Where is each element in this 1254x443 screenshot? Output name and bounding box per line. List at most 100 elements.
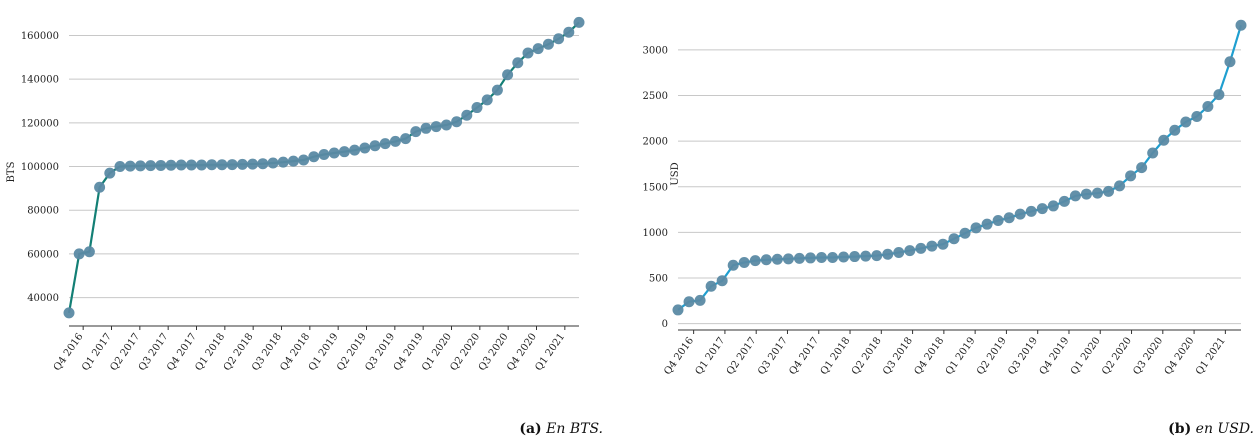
data-point [451,116,463,128]
data-point [683,296,695,308]
x-tick-label: Q4 2016 [662,335,696,377]
data-point [491,84,503,96]
data-point [247,158,259,170]
data-point [359,142,371,154]
data-point [705,280,717,292]
x-tick-label: Q1 2017 [694,335,728,377]
data-point [948,233,960,245]
x-tick-label: Q1 2020 [1069,335,1103,377]
data-point [816,251,828,263]
data-point [1003,212,1015,224]
data-point [216,159,228,171]
y-tick-label: 60000 [27,249,59,260]
x-tick-label: Q1 2021 [1194,335,1228,377]
data-point [512,57,524,69]
y-tick-label: 80000 [27,206,59,217]
y-tick-label: 500 [649,274,668,285]
x-tick-label: Q3 2017 [756,335,790,377]
x-tick-label: Q1 2019 [944,335,978,377]
data-point [196,159,208,171]
data-point [1047,200,1059,212]
data-point [1058,195,1070,207]
y-axis-label: BTS [6,161,17,182]
data-point [1169,124,1181,136]
data-point [114,161,126,173]
data-point [349,144,361,156]
data-point [440,119,452,131]
data-point [410,126,422,138]
data-point [672,304,684,316]
data-point [481,94,493,106]
y-tick-label: 1500 [643,182,668,193]
y-tick-label: 40000 [27,293,59,304]
data-point [63,307,75,319]
data-point [471,102,483,114]
y-tick-label: 100000 [21,162,59,173]
data-point [1114,180,1126,192]
data-point [793,252,805,264]
x-tick-label: Q2 2017 [725,335,759,377]
data-point [522,47,534,59]
x-tick-label: Q3 2018 [881,335,915,377]
data-point [959,227,971,239]
data-point [338,146,350,158]
data-point [1235,19,1247,31]
y-tick-label: 1000 [643,228,668,239]
data-point [369,140,381,152]
data-point [145,160,157,172]
data-point [904,245,916,257]
data-point [937,238,949,250]
data-point [73,248,85,260]
data-point [328,147,340,159]
x-tick-label: Q4 2020 [1163,335,1197,377]
data-point [1125,170,1137,182]
data-point [542,38,554,50]
data-point [175,159,187,171]
data-point [970,222,982,234]
data-point [716,275,728,287]
x-tick-label: Q1 2018 [819,335,853,377]
data-point [267,157,279,169]
data-point [236,158,248,170]
x-tick-label: Q4 2019 [1038,335,1072,377]
data-point [915,242,927,254]
y-tick-label: 140000 [21,75,59,86]
data-point [298,154,310,166]
data-point [1224,56,1236,68]
y-tick-label: 2000 [643,137,668,148]
caption-usd: (b) en USD. [1168,421,1254,437]
chart-bts: 40000 60000 80000 100000 120000 140000 160000 B… [6,16,585,373]
x-tick-label: Q4 2018 [913,335,947,377]
data-point [287,155,299,167]
data-point [804,252,816,264]
data-point [1025,205,1037,217]
x-tick-label: Q3 2019 [1006,335,1040,377]
x-tick-label: Q4 2017 [787,335,821,377]
x-tick-label: Q2 2019 [975,335,1009,377]
data-point [1036,203,1048,215]
caption-tag: (a) [519,421,542,437]
data-point [838,251,850,263]
data-point [277,156,289,168]
data-point [1091,187,1103,199]
data-point [1213,89,1225,101]
data-point [553,33,565,45]
data-point [308,151,320,163]
x-tick-label: Q2 2018 [850,335,884,377]
data-point [400,133,412,145]
data-point [124,160,136,172]
data-point [430,121,442,133]
data-point [83,246,95,258]
data-point [771,253,783,265]
chart-panel-bts: 40000 60000 80000 100000 120000 140000 160000 B… [6,16,603,437]
y-tick-label: 0 [662,319,668,330]
data-point [860,250,872,262]
data-point [1191,111,1203,123]
data-point [727,259,739,271]
y-tick-label: 160000 [21,31,59,42]
data-point [782,253,794,265]
data-point [1202,100,1214,112]
data-point [827,251,839,263]
data-point [461,109,473,121]
